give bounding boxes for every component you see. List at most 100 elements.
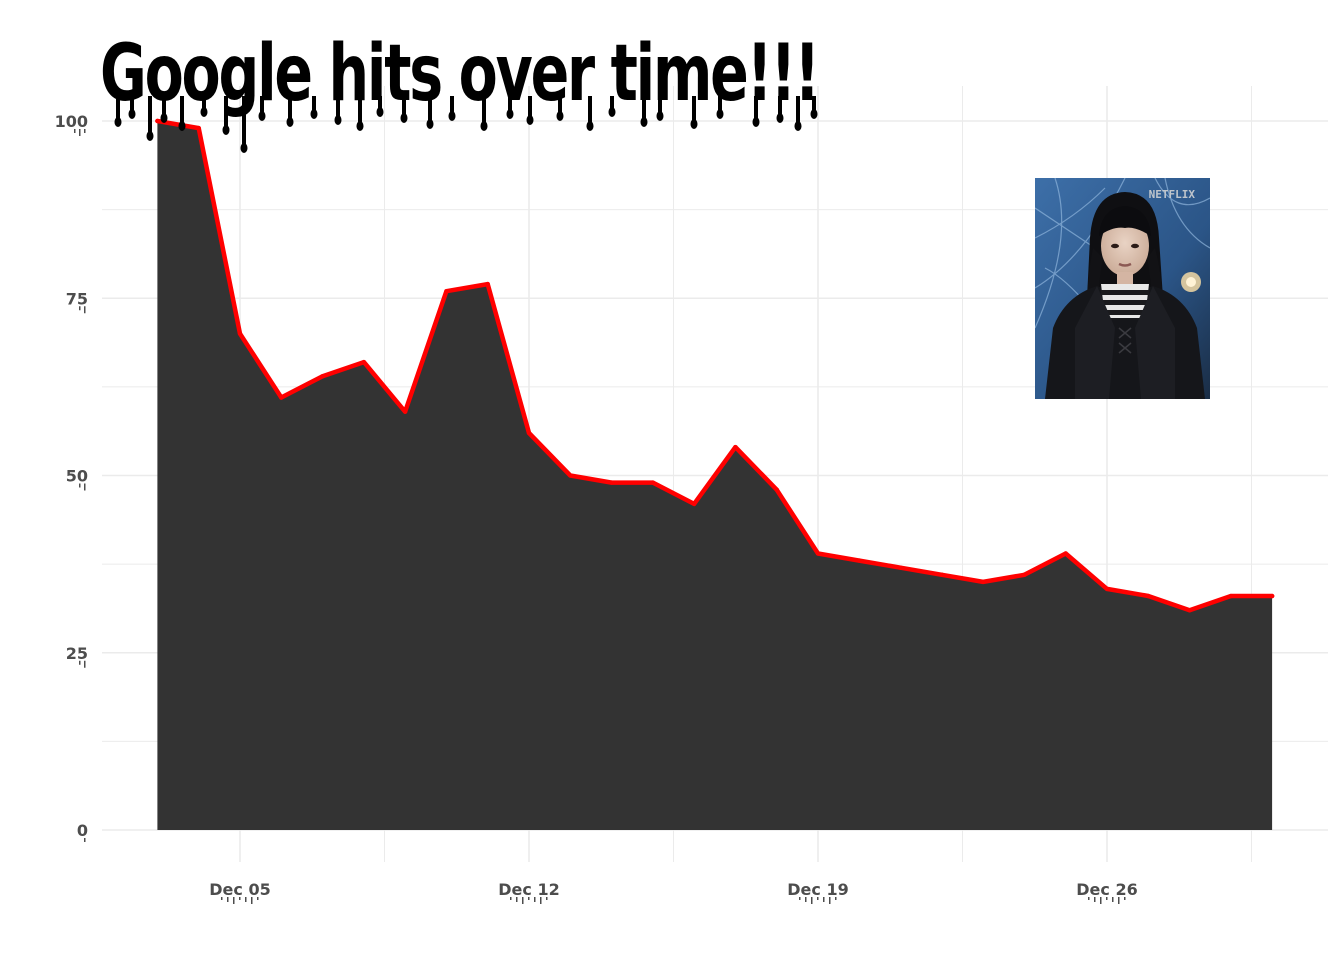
title-drip-drop (160, 113, 168, 123)
y-tick-label: 100 (55, 112, 88, 131)
title-drip-drop (114, 117, 122, 127)
data-point (733, 444, 738, 450)
x-tick-drip (805, 897, 807, 902)
x-tick-drip (251, 897, 253, 904)
x-tick-drip (823, 897, 825, 902)
y-tick-drip (84, 660, 86, 668)
title-drip-drop (480, 121, 488, 131)
title-drip-drop (146, 131, 154, 141)
y-tick-label: 25 (66, 644, 88, 663)
title-drip-drop (690, 119, 698, 129)
data-point (774, 487, 779, 492)
title-drip-drop (400, 113, 408, 123)
y-tick-drip (84, 838, 86, 842)
title-drip-drop (656, 111, 664, 121)
x-tick-drip (257, 897, 259, 900)
data-point (237, 331, 243, 336)
title-drip-drop (310, 109, 318, 119)
title-drip-drop (376, 107, 384, 117)
title-drip (202, 96, 206, 108)
title-drips (114, 96, 818, 153)
title-drip (754, 96, 758, 118)
title-drip-drop (776, 113, 784, 123)
title-drip (558, 96, 562, 112)
chart-title-group: Google hits over time!!! (100, 29, 821, 153)
data-point (857, 558, 862, 563)
y-axis: 0 25 50 75 100 (55, 112, 88, 842)
x-tick-label: Dec 05 (209, 880, 270, 899)
x-tick-drip (1112, 897, 1114, 902)
title-drip-drop (286, 117, 294, 127)
title-drip (358, 96, 362, 122)
title-drip-drop (506, 109, 514, 119)
title-drip (508, 96, 512, 110)
title-drip-drop (794, 121, 802, 131)
x-tick-drip (835, 897, 837, 900)
chart-marks (155, 118, 1275, 830)
y-tick-label: 0 (77, 821, 88, 840)
x-axis: Dec 05 Dec 12 Dec 19 Dec 26 (209, 880, 1138, 904)
x-tick-drip (1094, 897, 1096, 902)
title-drip (148, 96, 152, 132)
title-drip (528, 96, 532, 116)
title-drip (796, 96, 800, 122)
title-drip (242, 96, 246, 144)
x-tick-label: Dec 26 (1076, 880, 1137, 899)
y-tick-label: 75 (66, 289, 88, 308)
x-tick-drip (799, 897, 801, 900)
data-point (1228, 593, 1234, 599)
y-tick-label: 50 (66, 467, 88, 486)
title-drip-drop (752, 117, 760, 127)
title-drip (692, 96, 696, 120)
title-drip (482, 96, 486, 122)
data-point (1063, 551, 1068, 556)
chart-title: Google hits over time!!! (100, 29, 818, 119)
x-tick-drip (227, 897, 229, 902)
x-tick-drip (1118, 897, 1120, 904)
x-tick-drip (817, 897, 819, 900)
title-drip (778, 96, 782, 114)
data-point (898, 565, 903, 570)
title-drip (224, 96, 228, 126)
y-tick-drip (79, 483, 81, 488)
data-point (939, 572, 945, 577)
x-tick-drip (233, 897, 235, 904)
data-point (1187, 608, 1192, 613)
title-drip (450, 96, 454, 112)
title-drip (288, 96, 292, 118)
data-point (980, 579, 986, 585)
title-drip (718, 96, 722, 110)
x-tick-label: Dec 19 (787, 880, 848, 899)
y-tick-drip (74, 129, 76, 133)
title-drip (610, 96, 614, 108)
title-drip (428, 96, 432, 120)
x-tick-drip (528, 897, 530, 900)
x-tick-drip (516, 897, 518, 902)
data-point (320, 374, 325, 379)
x-tick-drip (540, 897, 542, 904)
data-point (1269, 593, 1275, 599)
x-tick-drip (811, 897, 813, 904)
title-drip (162, 96, 166, 114)
y-tick-drip (84, 483, 86, 491)
data-point (444, 288, 449, 294)
title-drip-drop (258, 111, 266, 121)
data-point (361, 359, 367, 365)
title-drip-drop (426, 119, 434, 129)
title-drip-drop (586, 121, 594, 131)
x-tick-drip (245, 897, 247, 902)
x-tick-drip (1100, 897, 1102, 904)
y-tick-drip (79, 129, 81, 136)
title-drip-drop (556, 111, 564, 121)
title-drip (658, 96, 662, 112)
title-drip (378, 96, 382, 108)
data-point (155, 118, 160, 124)
data-point (609, 480, 614, 485)
data-point (279, 395, 284, 400)
inset-photo: NETFLIX (1035, 178, 1210, 399)
title-drip-drop (240, 143, 248, 153)
y-tick-drip (79, 306, 81, 311)
data-point (196, 125, 201, 131)
title-drip-drop (178, 121, 186, 131)
